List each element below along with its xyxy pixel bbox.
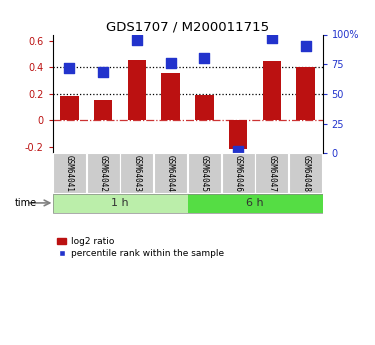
Title: GDS1707 / M200011715: GDS1707 / M200011715 bbox=[106, 20, 269, 33]
Point bbox=[269, 35, 275, 41]
Point bbox=[100, 70, 106, 75]
Text: GSM64047: GSM64047 bbox=[267, 155, 276, 191]
Bar bbox=[188, 153, 221, 193]
Point bbox=[235, 148, 241, 154]
Bar bbox=[60, 97, 79, 120]
Text: 1 h: 1 h bbox=[111, 198, 129, 208]
Bar bbox=[195, 95, 214, 120]
Text: GSM64041: GSM64041 bbox=[65, 155, 74, 191]
Text: GSM64044: GSM64044 bbox=[166, 155, 175, 191]
Text: 6 h: 6 h bbox=[246, 198, 264, 208]
Bar bbox=[262, 61, 281, 120]
Bar bbox=[120, 153, 153, 193]
Text: GSM64046: GSM64046 bbox=[234, 155, 243, 191]
Point bbox=[303, 43, 309, 49]
Bar bbox=[222, 153, 255, 193]
Bar bbox=[255, 153, 288, 193]
Bar bbox=[87, 153, 120, 193]
Text: time: time bbox=[15, 198, 37, 208]
Bar bbox=[289, 153, 322, 193]
Bar bbox=[188, 194, 322, 213]
Text: GSM64042: GSM64042 bbox=[99, 155, 108, 191]
Bar bbox=[53, 153, 86, 193]
Point bbox=[201, 56, 207, 61]
Text: GSM64043: GSM64043 bbox=[132, 155, 141, 191]
Bar bbox=[296, 68, 315, 120]
Bar bbox=[53, 194, 188, 213]
Bar bbox=[94, 100, 112, 120]
Point bbox=[134, 38, 140, 43]
Legend: log2 ratio, percentile rank within the sample: log2 ratio, percentile rank within the s… bbox=[57, 237, 223, 258]
Bar bbox=[229, 120, 248, 149]
Bar bbox=[161, 73, 180, 120]
Text: GSM64045: GSM64045 bbox=[200, 155, 209, 191]
Text: GSM64048: GSM64048 bbox=[301, 155, 310, 191]
Bar bbox=[128, 60, 146, 120]
Point bbox=[168, 60, 174, 66]
Point bbox=[66, 65, 72, 70]
Bar bbox=[154, 153, 187, 193]
